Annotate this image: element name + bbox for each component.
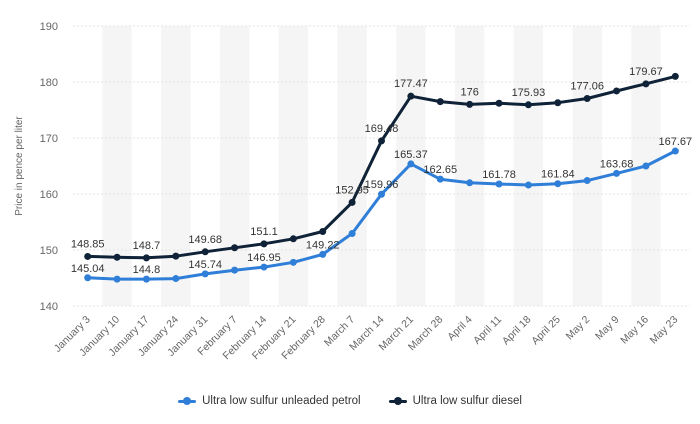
data-label: 148.85	[71, 238, 105, 250]
data-point	[524, 101, 532, 109]
data-point	[671, 147, 679, 155]
data-point	[289, 235, 297, 243]
data-point	[201, 248, 209, 256]
data-label: 163.68	[600, 158, 634, 170]
band	[454, 26, 485, 306]
data-point	[583, 94, 591, 102]
y-tick-label: 180	[40, 77, 58, 89]
y-tick-label: 170	[40, 133, 58, 145]
data-label: 169.48	[365, 123, 399, 135]
data-point	[671, 72, 679, 80]
data-point	[436, 98, 444, 106]
alternating-bands	[102, 26, 661, 306]
band	[337, 26, 367, 306]
x-tick-label: April 18	[500, 314, 534, 348]
x-tick-label: May 2	[564, 314, 593, 343]
legend-swatch-diesel	[388, 396, 407, 406]
x-tick-label: April 25	[529, 314, 563, 348]
data-point	[466, 179, 474, 187]
data-point	[642, 80, 650, 88]
data-label: 179.67	[629, 66, 663, 78]
legend-label-diesel: Ultra low sulfur diesel	[412, 395, 522, 407]
data-point	[524, 181, 532, 189]
legend-item-petrol[interactable]: Ultra low sulfur unleaded petrol	[178, 395, 361, 407]
data-label: 161.78	[482, 169, 516, 181]
legend-label-petrol: Ultra low sulfur unleaded petrol	[202, 395, 361, 407]
band	[513, 26, 544, 306]
x-tick-label: May 16	[618, 314, 651, 347]
y-tick-label: 140	[40, 301, 58, 313]
data-label: 149.68	[188, 234, 222, 246]
data-label: 167.67	[658, 136, 692, 148]
x-tick-label: April 11	[471, 314, 504, 347]
legend-swatch-petrol	[178, 396, 197, 406]
data-label: 177.06	[570, 80, 604, 92]
data-point	[260, 263, 268, 271]
data-label: 177.47	[394, 78, 428, 90]
data-point	[231, 266, 239, 274]
data-point	[172, 275, 180, 283]
data-point	[613, 169, 621, 177]
data-point	[495, 99, 503, 107]
data-point	[319, 250, 327, 258]
data-point	[378, 190, 385, 198]
data-point	[142, 275, 150, 283]
data-point	[113, 253, 121, 261]
data-point	[142, 254, 150, 262]
data-point	[378, 137, 385, 145]
data-point	[260, 240, 268, 248]
x-tick-label: May 23	[648, 314, 681, 347]
band	[219, 26, 250, 306]
data-point	[613, 87, 621, 95]
y-axis-title: Price in pence per liter	[14, 116, 25, 216]
data-label: 146.95	[247, 252, 281, 264]
band	[161, 26, 191, 306]
data-labels: 145.04 144.8 145.74 146.95 149.22 159.96 165.3…	[71, 66, 692, 276]
band	[102, 26, 132, 306]
data-point	[84, 252, 92, 260]
band	[572, 26, 602, 306]
data-point	[231, 244, 239, 252]
data-point	[201, 270, 209, 278]
data-point	[436, 175, 444, 183]
data-point	[495, 180, 503, 188]
legend-item-diesel[interactable]: Ultra low sulfur diesel	[388, 395, 522, 407]
legend: Ultra low sulfur unleaded petrol Ultra l…	[0, 395, 700, 407]
data-label: 151.1	[250, 226, 278, 238]
data-point	[407, 92, 415, 100]
data-label: 144.8	[133, 264, 161, 276]
y-axis-ticks: 140 150 160 170 180 190	[40, 21, 58, 313]
data-label: 159.96	[365, 179, 399, 191]
data-point	[554, 99, 562, 107]
y-tick-label: 160	[40, 189, 58, 201]
data-point	[642, 162, 650, 170]
data-label: 145.04	[71, 263, 105, 275]
data-label: 176	[460, 86, 478, 98]
data-point	[407, 160, 415, 168]
data-point	[554, 180, 562, 188]
data-label: 149.22	[306, 239, 340, 251]
data-point	[84, 274, 92, 282]
data-point	[466, 100, 474, 108]
data-point	[113, 275, 121, 283]
y-tick-label: 190	[40, 21, 58, 33]
data-point	[289, 258, 297, 266]
data-label: 152.95	[335, 184, 369, 196]
data-point	[319, 228, 327, 236]
data-label: 161.84	[541, 169, 575, 181]
data-point	[348, 229, 356, 237]
data-label: 148.7	[133, 240, 161, 252]
y-tick-label: 150	[40, 245, 58, 257]
data-label: 175.93	[512, 87, 546, 99]
data-label: 145.74	[188, 259, 222, 271]
data-point	[348, 198, 356, 206]
data-point	[172, 252, 180, 260]
data-label: 165.37	[394, 149, 428, 161]
series-lines	[84, 72, 679, 283]
data-label: 162.65	[423, 164, 457, 176]
data-point	[583, 177, 591, 185]
